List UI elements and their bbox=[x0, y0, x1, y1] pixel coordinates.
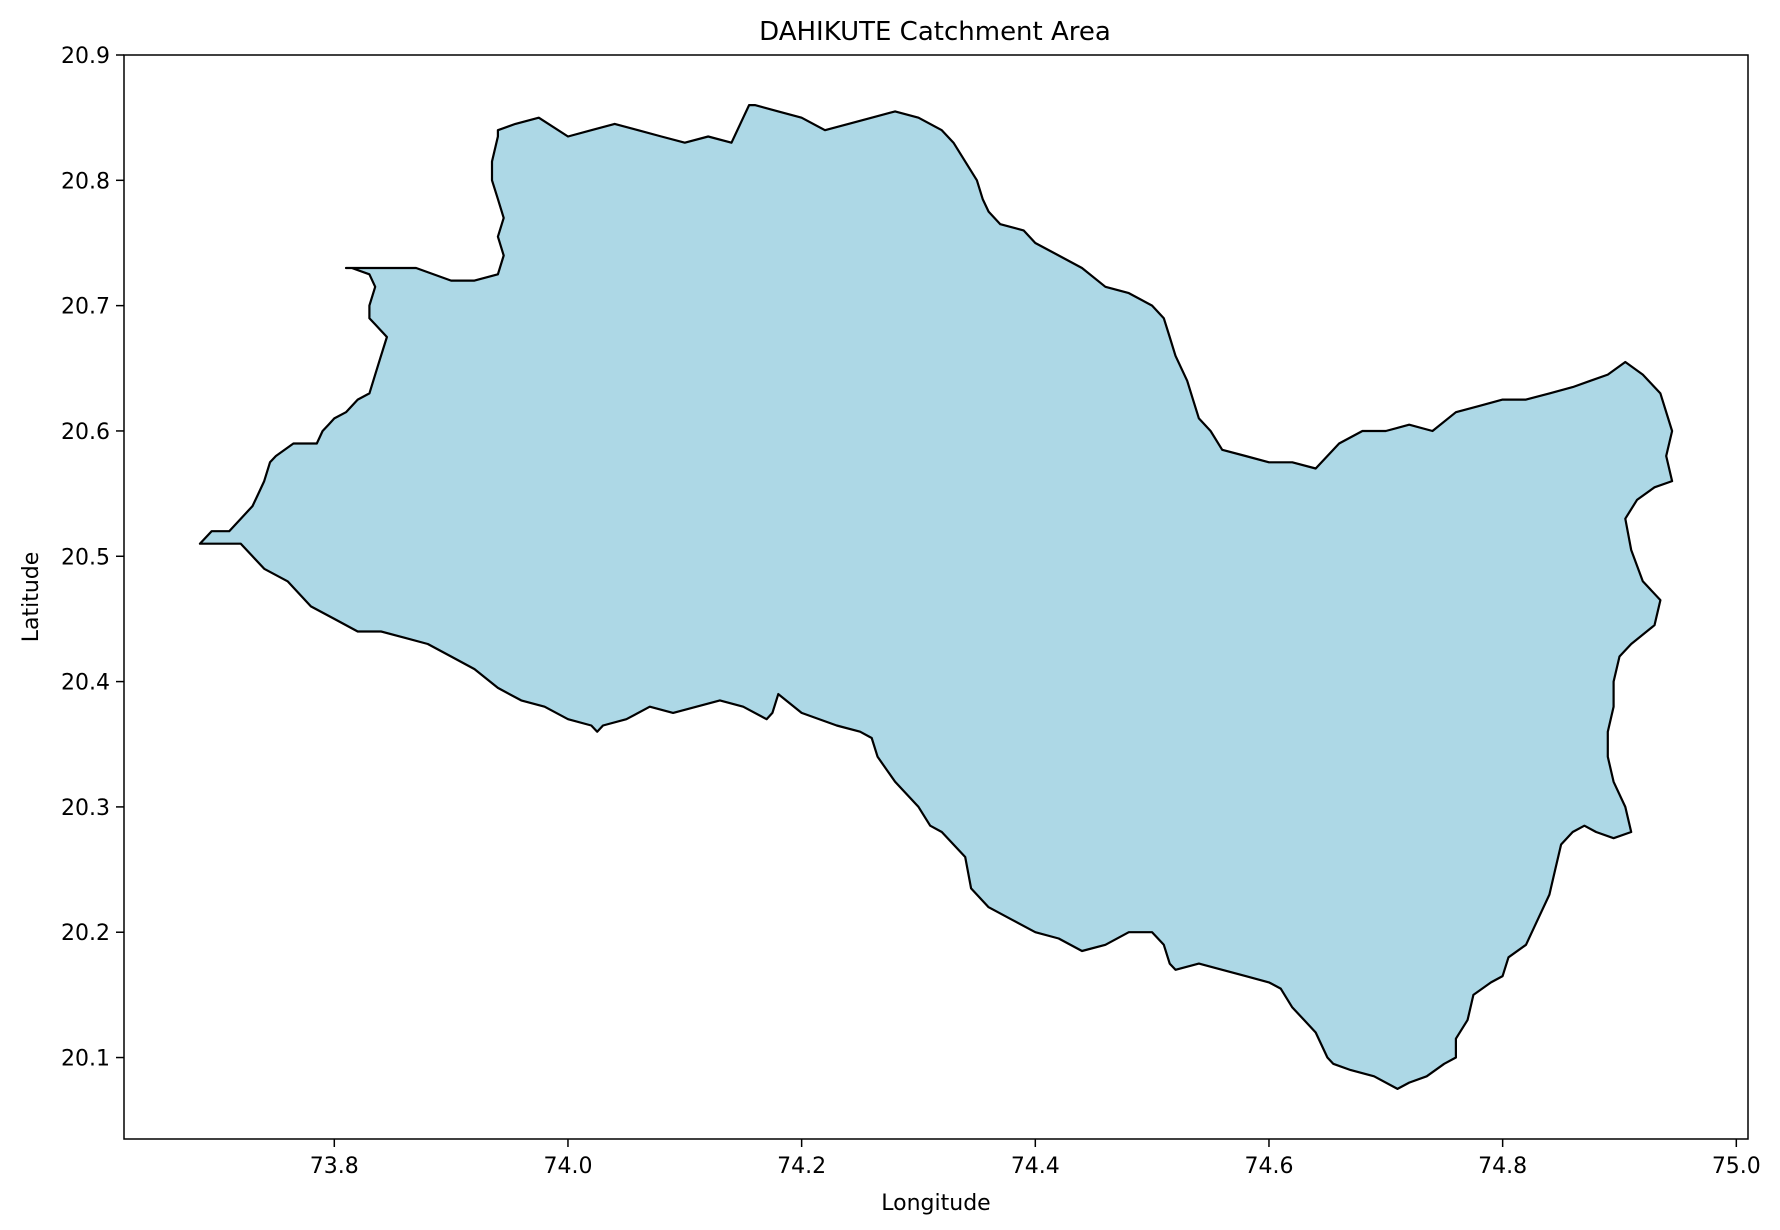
x-tick-label: 74.8 bbox=[1478, 1154, 1527, 1179]
x-axis: 73.8 74.0 74.2 74.4 74.6 74.8 75.0 bbox=[310, 1139, 1761, 1179]
y-tick-label: 20.7 bbox=[61, 295, 110, 320]
y-tick-label: 20.2 bbox=[61, 921, 110, 946]
y-axis-label: Latitude bbox=[19, 552, 44, 643]
y-tick-label: 20.4 bbox=[61, 671, 110, 696]
x-tick-label: 73.8 bbox=[310, 1154, 359, 1179]
y-tick-label: 20.3 bbox=[61, 796, 110, 821]
y-tick-label: 20.8 bbox=[61, 169, 110, 194]
x-tick-label: 74.2 bbox=[777, 1154, 826, 1179]
y-tick-label: 20.5 bbox=[61, 545, 110, 570]
x-tick-label: 74.4 bbox=[1011, 1154, 1060, 1179]
x-axis-label: Longitude bbox=[881, 1191, 990, 1216]
y-tick-label: 20.9 bbox=[61, 44, 110, 69]
chart-title: DAHIKUTE Catchment Area bbox=[759, 17, 1111, 47]
x-tick-label: 74.0 bbox=[543, 1154, 592, 1179]
plot-area bbox=[198, 103, 1674, 1091]
y-tick-label: 20.1 bbox=[61, 1047, 110, 1072]
x-tick-label: 74.6 bbox=[1244, 1154, 1293, 1179]
catchment-polygon bbox=[198, 103, 1674, 1091]
y-axis: 20.1 20.2 20.3 20.4 20.5 20.6 20.7 20.8 20.9 bbox=[61, 44, 124, 1072]
x-tick-label: 75.0 bbox=[1712, 1154, 1761, 1179]
axes-frame bbox=[123, 54, 1749, 1140]
y-tick-label: 20.6 bbox=[61, 420, 110, 445]
